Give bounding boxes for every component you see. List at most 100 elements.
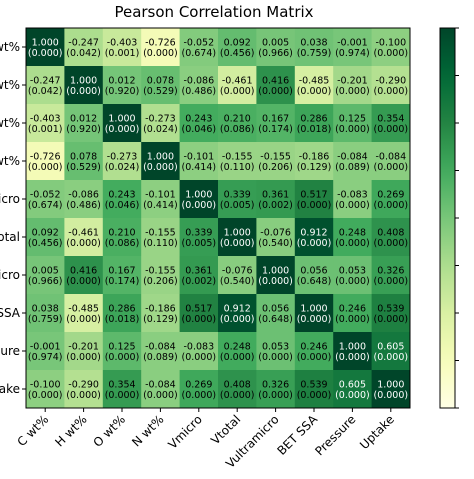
heatmap-cell <box>179 256 219 295</box>
heatmap-cell <box>294 332 334 371</box>
heatmap-cell <box>218 332 257 371</box>
cell-pvalue-label: (0.000) <box>258 352 293 363</box>
cell-pvalue-label: (0.529) <box>143 86 178 97</box>
cell-pvalue-label: (0.000) <box>181 314 216 325</box>
row-tick-label: N wt% <box>0 154 20 168</box>
cell-pvalue-label: (0.018) <box>105 314 140 325</box>
column-tick-label: N wt% <box>129 412 166 449</box>
heatmap-cell <box>333 256 373 295</box>
heatmap-cell <box>218 28 257 67</box>
cell-correlation-label: -0.273 <box>145 114 176 125</box>
cell-correlation-label: 0.038 <box>300 38 327 49</box>
cell-correlation-label: -0.086 <box>183 76 214 87</box>
heatmap-cell <box>256 370 296 409</box>
heatmap-cell <box>256 180 296 219</box>
cell-correlation-label: 0.339 <box>185 228 212 239</box>
heatmap-cell <box>294 104 334 143</box>
heatmap-cell <box>179 28 219 67</box>
heatmap-cell <box>294 28 334 67</box>
cell-pvalue-label: (0.648) <box>258 314 293 325</box>
cell-correlation-label: -0.155 <box>260 152 291 163</box>
cell-correlation-label: 1.000 <box>108 114 135 125</box>
heatmap-cell <box>179 370 219 409</box>
heatmap-cell <box>371 104 411 143</box>
cell-correlation-label: -0.201 <box>337 76 368 87</box>
cell-correlation-label: -0.290 <box>375 76 406 87</box>
cell-correlation-label: 0.056 <box>300 266 327 277</box>
cell-pvalue-label: (0.000) <box>66 314 101 325</box>
cell-pvalue-label: (0.674) <box>181 48 216 59</box>
heatmap-cell <box>333 104 373 143</box>
heatmap-cell <box>333 28 373 67</box>
cell-correlation-label: 0.269 <box>185 380 212 391</box>
cell-correlation-label: -0.100 <box>375 38 406 49</box>
heatmap-cell <box>26 294 65 333</box>
heatmap-cell <box>294 218 334 257</box>
heatmap-cell <box>218 294 257 333</box>
heatmap-cell <box>141 66 181 105</box>
cell-pvalue-label: (0.174) <box>258 124 293 135</box>
heatmap-cell <box>218 104 257 143</box>
cell-correlation-label: -0.083 <box>183 342 214 353</box>
cell-correlation-label: -0.052 <box>30 190 61 201</box>
heatmap-cell <box>179 142 219 181</box>
cell-pvalue-label: (0.000) <box>105 352 140 363</box>
cell-correlation-label: -0.086 <box>68 190 99 201</box>
row-tick-label: Vmicro <box>0 192 20 206</box>
heatmap-cell <box>141 218 181 257</box>
heatmap-cell <box>256 256 296 295</box>
heatmap-cell <box>102 180 142 219</box>
cell-pvalue-label: (0.000) <box>335 352 370 363</box>
cell-pvalue-label: (0.000) <box>28 390 63 401</box>
heatmap-cell <box>64 256 104 295</box>
cell-correlation-label: 0.326 <box>377 266 404 277</box>
cell-pvalue-label: (0.005) <box>220 200 255 211</box>
chart-title: Pearson Correlation Matrix <box>114 3 313 21</box>
row-tick-label: Uptake <box>0 382 20 396</box>
cell-pvalue-label: (0.000) <box>335 390 370 401</box>
heatmap-cell <box>294 142 334 181</box>
cell-pvalue-label: (0.000) <box>373 124 408 135</box>
cell-pvalue-label: (0.086) <box>105 238 140 249</box>
cell-correlation-label: 0.012 <box>108 76 135 87</box>
cell-correlation-label: -0.247 <box>68 38 99 49</box>
row-tick-label: BET SSA <box>0 306 21 320</box>
colorbar-gradient <box>439 27 456 409</box>
heatmap-cell <box>294 370 334 409</box>
cell-pvalue-label: (0.674) <box>28 200 63 211</box>
cell-pvalue-label: (0.920) <box>105 86 140 97</box>
cell-correlation-label: -0.273 <box>107 152 138 163</box>
heatmap-cell <box>26 218 65 257</box>
cell-correlation-label: -0.100 <box>30 380 61 391</box>
cell-correlation-label: 0.408 <box>377 228 404 239</box>
heatmap-cell <box>371 370 411 409</box>
cell-pvalue-label: (0.000) <box>220 352 255 363</box>
heatmap-cell <box>256 66 296 105</box>
cell-correlation-label: -0.155 <box>222 152 253 163</box>
heatmap-cell <box>371 28 411 67</box>
cell-pvalue-label: (0.000) <box>105 124 140 135</box>
cell-pvalue-label: (0.110) <box>143 238 178 249</box>
cell-pvalue-label: (0.540) <box>258 238 293 249</box>
cell-correlation-label: 0.005 <box>262 38 289 49</box>
cell-pvalue-label: (0.000) <box>28 48 63 59</box>
heatmap-cell <box>218 256 257 295</box>
cell-correlation-label: 0.339 <box>224 190 251 201</box>
heatmap-cell <box>102 294 142 333</box>
cell-pvalue-label: (0.540) <box>220 276 255 287</box>
column-tick-label: O wt% <box>91 412 129 450</box>
cell-correlation-label: 0.605 <box>339 380 366 391</box>
heatmap-cell <box>333 180 373 219</box>
heatmap-cell <box>102 370 142 409</box>
cell-correlation-label: 0.125 <box>339 114 366 125</box>
cell-correlation-label: 0.286 <box>300 114 327 125</box>
cell-correlation-label: 0.354 <box>108 380 135 391</box>
cell-pvalue-label: (0.966) <box>258 48 293 59</box>
cell-pvalue-label: (0.966) <box>28 276 63 287</box>
heatmap-cell <box>141 104 181 143</box>
cell-pvalue-label: (0.000) <box>181 200 216 211</box>
heatmap-cell <box>26 28 65 67</box>
cell-correlation-label: -0.084 <box>337 152 368 163</box>
heatmap-cell <box>218 180 257 219</box>
cell-pvalue-label: (0.000) <box>66 390 101 401</box>
